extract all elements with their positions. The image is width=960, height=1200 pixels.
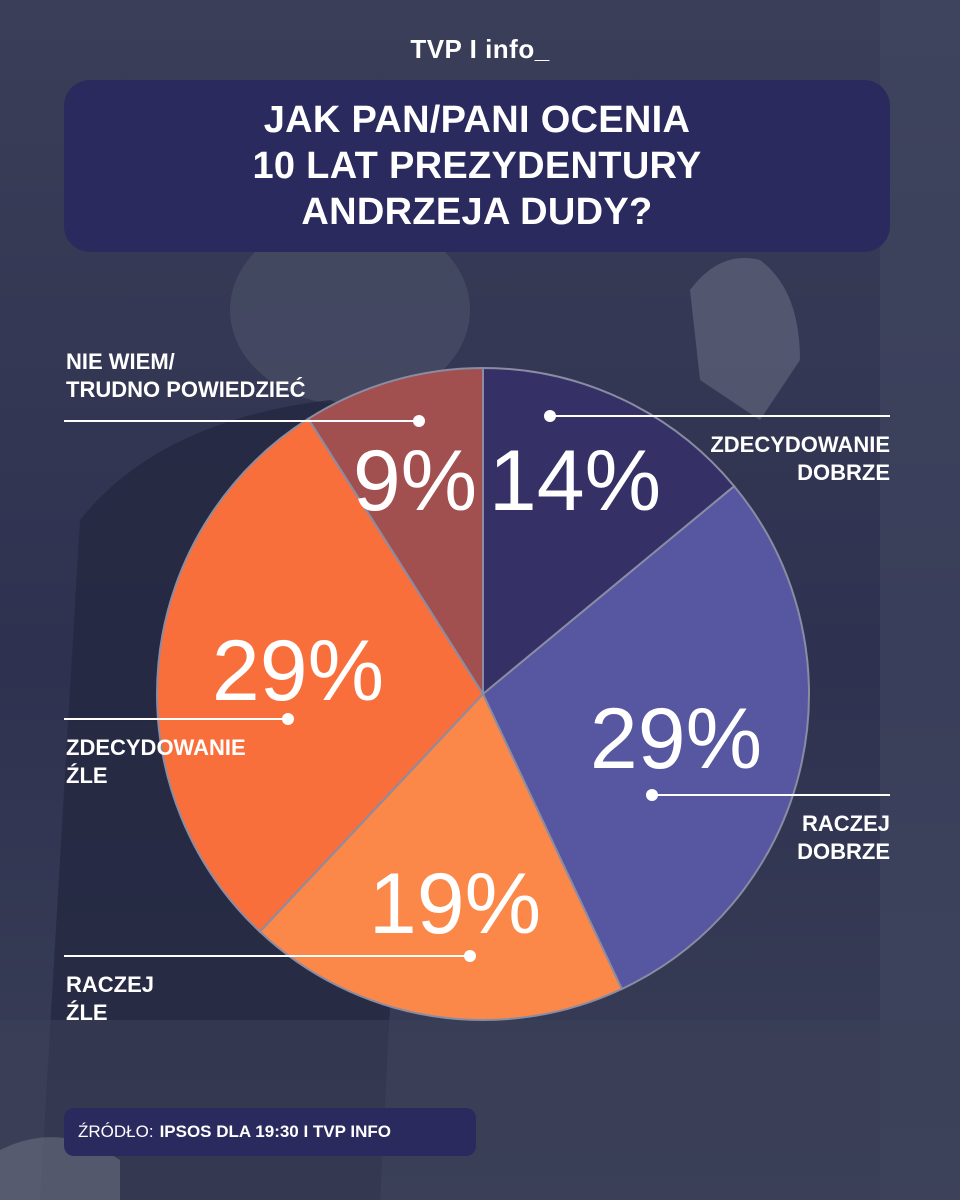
percent-label-zdecydowanie-zle: 29% (212, 623, 384, 719)
title-line-1: JAK PAN/PANI OCENIA (263, 99, 691, 141)
category-label-line: DOBRZE (797, 839, 890, 864)
question-title-box: JAK PAN/PANI OCENIA 10 LAT PREZYDENTURY … (64, 80, 890, 252)
percent-label-raczej-dobrze: 29% (590, 691, 762, 787)
category-label-zdecydowanie-zle: ZDECYDOWANIE ŹLE (66, 735, 246, 788)
source-text: IPSOS DLA 19:30 I TVP INFO (159, 1122, 392, 1141)
percent-label-nie-wiem: 9% (353, 433, 477, 529)
pie-slice-zdecydowanie-zle (156, 417, 485, 934)
pie-slice-nie-wiem (306, 366, 484, 698)
category-label-line: NIE WIEM/ (66, 349, 175, 374)
percent-label-zdecydowanie-dobrze: 14% (489, 433, 661, 529)
title-line-3: ANDRZEJA DUDY? (301, 191, 653, 233)
category-label-nie-wiem: NIE WIEM/TRUDNO POWIEDZIEĆ (66, 349, 306, 402)
pie-slice-zdecydowanie-dobrze (482, 366, 736, 697)
callout-dot-raczej-dobrze (646, 789, 658, 801)
category-label-line: RACZEJ (66, 972, 154, 997)
title-line-2: 10 LAT PREZYDENTURY (252, 145, 702, 187)
category-label-line: ZDECYDOWANIE (66, 735, 246, 760)
category-label-line: TRUDNO POWIEDZIEĆ (66, 377, 306, 402)
source-label: ŹRÓDŁO: (78, 1122, 154, 1141)
percent-label-raczej-zle: 19% (369, 856, 541, 952)
callout-dot-zdecydowanie-dobrze (544, 410, 556, 422)
callout-dot-nie-wiem (413, 415, 425, 427)
category-label-raczej-dobrze: RACZEJ DOBRZE (797, 811, 890, 864)
pie-slices (156, 366, 810, 1021)
callout-dot-zdecydowanie-zle (282, 713, 294, 725)
category-label-line: ZDECYDOWANIE (710, 432, 890, 457)
category-label-zdecydowanie-dobrze: ZDECYDOWANIE DOBRZE (710, 432, 890, 485)
category-label-line: ŹLE (66, 763, 108, 788)
tvp-info-logo: TVP I info_ (410, 34, 550, 64)
callout-dot-raczej-zle (464, 950, 476, 962)
source-box: ŹRÓDŁO: IPSOS DLA 19:30 I TVP INFO (64, 1108, 476, 1156)
category-label-line: RACZEJ (802, 811, 890, 836)
category-label-line: DOBRZE (797, 460, 890, 485)
category-label-raczej-zle: RACZEJ ŹLE (66, 972, 154, 1025)
pie-slice-raczej-dobrze (481, 484, 810, 991)
category-label-line: ŹLE (66, 1000, 108, 1025)
pie-slice-raczej-zle (258, 692, 624, 1021)
